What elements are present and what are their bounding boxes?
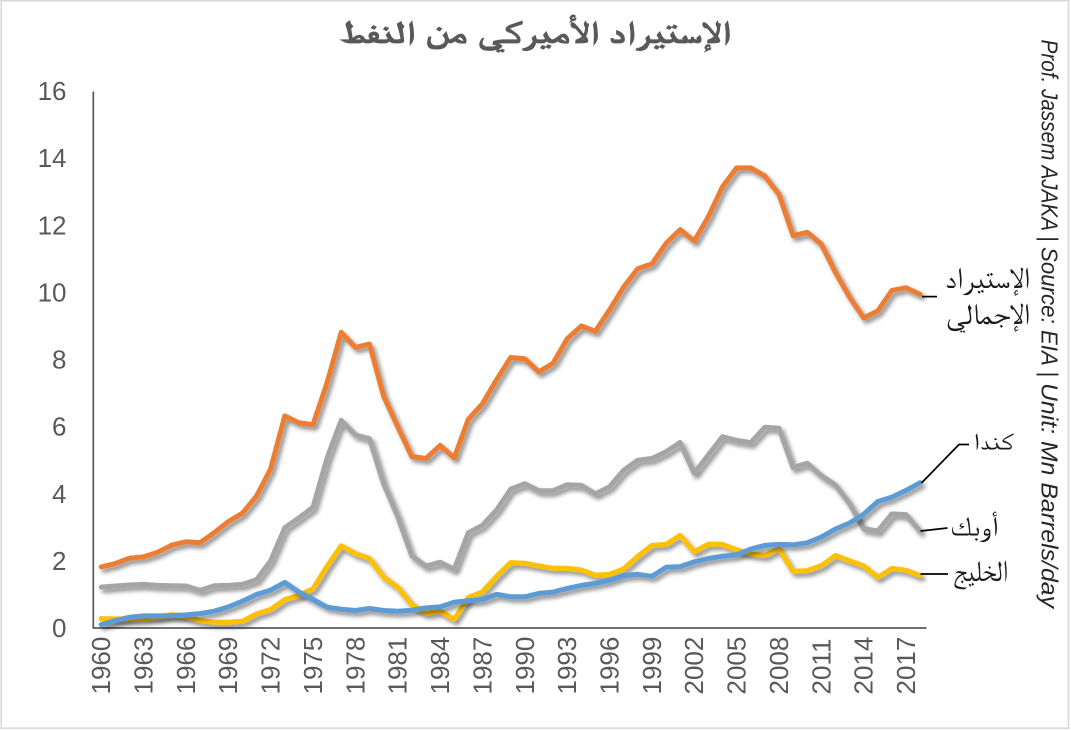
- svg-text:8: 8: [52, 345, 66, 375]
- svg-text:1987: 1987: [467, 637, 497, 695]
- svg-text:1993: 1993: [552, 637, 582, 695]
- svg-text:0: 0: [52, 613, 66, 643]
- svg-text:1960: 1960: [86, 637, 116, 695]
- svg-text:1984: 1984: [425, 637, 455, 695]
- svg-text:2005: 2005: [722, 637, 752, 695]
- svg-text:1981: 1981: [383, 637, 413, 695]
- svg-text:10: 10: [38, 277, 67, 307]
- svg-text:16: 16: [38, 76, 67, 106]
- svg-text:1990: 1990: [510, 637, 540, 695]
- svg-text:1972: 1972: [256, 637, 286, 695]
- svg-text:Unit: Mn Barrels/day: Unit: Mn Barrels/day: [1037, 383, 1063, 609]
- svg-text:14: 14: [38, 143, 67, 173]
- svg-text:4: 4: [52, 479, 66, 509]
- svg-text:2: 2: [52, 546, 66, 576]
- svg-text:2014: 2014: [849, 637, 879, 695]
- svg-text:1969: 1969: [213, 637, 243, 695]
- svg-text:1975: 1975: [298, 637, 328, 695]
- svg-text:1999: 1999: [637, 637, 667, 695]
- svg-text:1963: 1963: [129, 637, 159, 695]
- svg-text:2011: 2011: [806, 639, 836, 695]
- svg-text:2017: 2017: [891, 637, 921, 695]
- svg-text:Prof. Jassem AJAKA |: Prof. Jassem AJAKA |: [1037, 40, 1063, 242]
- svg-text:Source: EIA |: Source: EIA |: [1037, 247, 1063, 377]
- svg-text:1966: 1966: [171, 637, 201, 695]
- svg-text:1978: 1978: [340, 637, 370, 695]
- svg-text:1996: 1996: [595, 637, 625, 695]
- svg-text:2002: 2002: [679, 637, 709, 695]
- svg-text:2008: 2008: [764, 637, 794, 695]
- svg-text:6: 6: [52, 412, 66, 442]
- svg-text:12: 12: [38, 210, 67, 240]
